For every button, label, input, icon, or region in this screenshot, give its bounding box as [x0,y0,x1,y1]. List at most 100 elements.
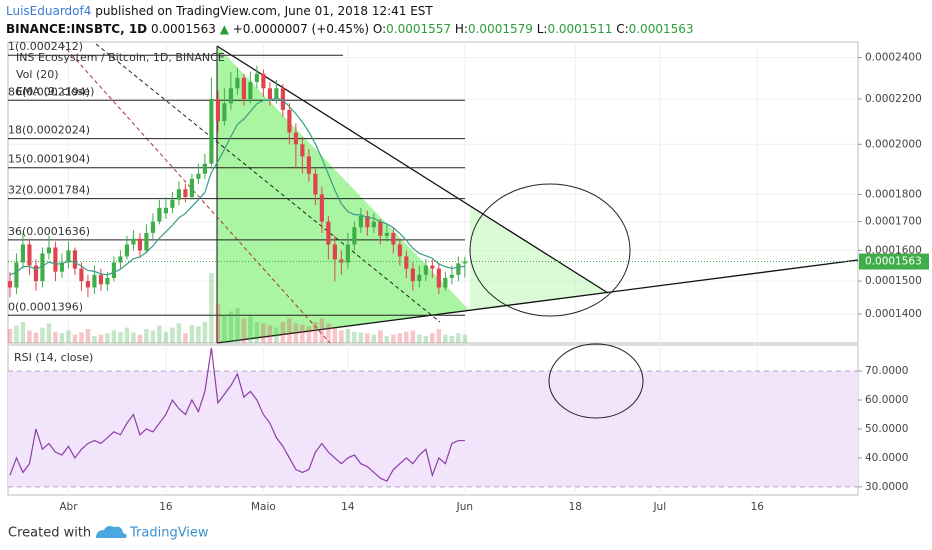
candle-body [222,103,227,122]
candle-body [319,194,324,222]
x-tick-label: 14 [341,501,355,513]
candle-body [293,132,298,145]
candle-body [131,238,136,245]
volume-bar [131,332,136,343]
y-tick-label: 0.0001500 [865,275,922,287]
candle-body [345,244,350,263]
fib-label: 36(0.0001636) [8,225,90,238]
candle-body [339,259,344,263]
candle-body [456,263,461,275]
candle-body [410,268,415,282]
candle-body [111,262,117,278]
candle-body [72,250,78,269]
candle-body [397,244,402,257]
price: 0.0001563 [151,22,216,36]
candle-body [98,274,104,285]
l: 0.0001511 [547,22,612,36]
volume-bar [46,323,52,343]
l-label: L: [537,22,548,36]
author[interactable]: LuisEduardof4 [6,4,91,18]
candle-body [157,207,162,222]
rsi-title: RSI (14, close) [14,351,93,364]
candle-body [254,73,259,82]
y-tick-label: 70.0000 [865,365,908,377]
y-tick-label: 60.0000 [865,394,908,406]
volume-bar [384,336,390,343]
plot [7,65,858,482]
rsi-band [8,371,858,487]
c: 0.0001563 [629,22,694,36]
volume-bar [430,333,435,343]
volume-bar [170,327,175,343]
volume-bar [14,325,19,343]
volume-bar [287,318,292,343]
candle-body [332,244,337,260]
volume-bar [241,318,247,343]
candle-body [384,232,389,236]
published: published on TradingView.com, June 01, 2… [95,4,433,18]
volume-bar [183,333,188,343]
x-tick-label: Jun [456,501,473,513]
volume-bar [378,330,383,343]
upper-trendline [216,45,609,294]
fib-label: 18(0.0002024) [8,124,90,137]
circle [548,343,644,419]
footer-brand[interactable]: TradingView [129,526,209,541]
candle-body [176,189,181,200]
x-tick-label: 16 [751,501,765,513]
volume-bar [215,304,221,343]
candle-body [313,173,318,195]
volume-bar [391,334,396,343]
y-tick-label: 0.0002200 [865,93,922,105]
volume-bar [111,330,117,343]
y-tick-label: 0.0002000 [865,138,922,150]
legend-ema: EMA (9, close) [16,85,94,98]
candle-body [326,221,331,245]
volume-bar [371,334,377,343]
volume-bar [462,334,468,343]
legend-volume: Vol (20) [16,68,59,81]
candle-body [202,163,207,174]
triangle-extension [470,207,608,311]
volume-bar [436,329,442,343]
volume-bar [410,330,416,343]
volume-bar [365,333,370,343]
x-tick-label: Abr [59,501,78,513]
x-tick-label: Jul [652,501,666,513]
candle-body [261,73,266,89]
candle-body [430,265,435,269]
candle-body [118,256,123,263]
volume-bar [202,322,208,343]
y-tick-label: 0.0001400 [865,308,922,320]
volume-bar [404,331,409,343]
arrow: ▲ [220,22,230,36]
candle-body [53,247,58,272]
volume-bar [254,322,260,343]
candle-body [306,156,311,174]
dashed-line [61,43,331,344]
volume-bar [33,332,39,343]
volume-bar [105,333,110,343]
candle-body [443,277,448,288]
price-pane [7,41,859,344]
candle-body [215,98,220,122]
volume-bar [332,327,338,343]
h-label: H: [455,22,468,36]
y-tick-label: 0.0001800 [865,188,922,200]
volume-bar [293,323,299,343]
volume-bar [352,331,357,343]
volume-bar [163,331,169,343]
candle-body [170,199,175,208]
symbol: BINANCE:INSBTC, 1D [6,22,147,36]
volume-bar [7,329,13,343]
o-label: O: [373,22,386,36]
volume-bar [417,334,422,343]
volume-bar [397,333,403,343]
volume-bar [326,323,331,343]
volume-bar [53,331,58,343]
fib-label: 32(0.0001784) [8,184,90,197]
candle-body [14,262,19,288]
volume-bar [157,325,162,343]
o: 0.0001557 [386,22,451,36]
candle-body [79,268,84,282]
